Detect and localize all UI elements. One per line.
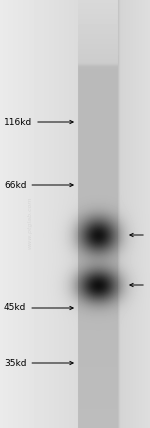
Text: www.ptglab.com: www.ptglab.com bbox=[27, 196, 33, 249]
Text: 35kd: 35kd bbox=[4, 359, 73, 368]
Text: 45kd: 45kd bbox=[4, 303, 73, 312]
Text: 116kd: 116kd bbox=[4, 118, 73, 127]
Text: 66kd: 66kd bbox=[4, 181, 73, 190]
